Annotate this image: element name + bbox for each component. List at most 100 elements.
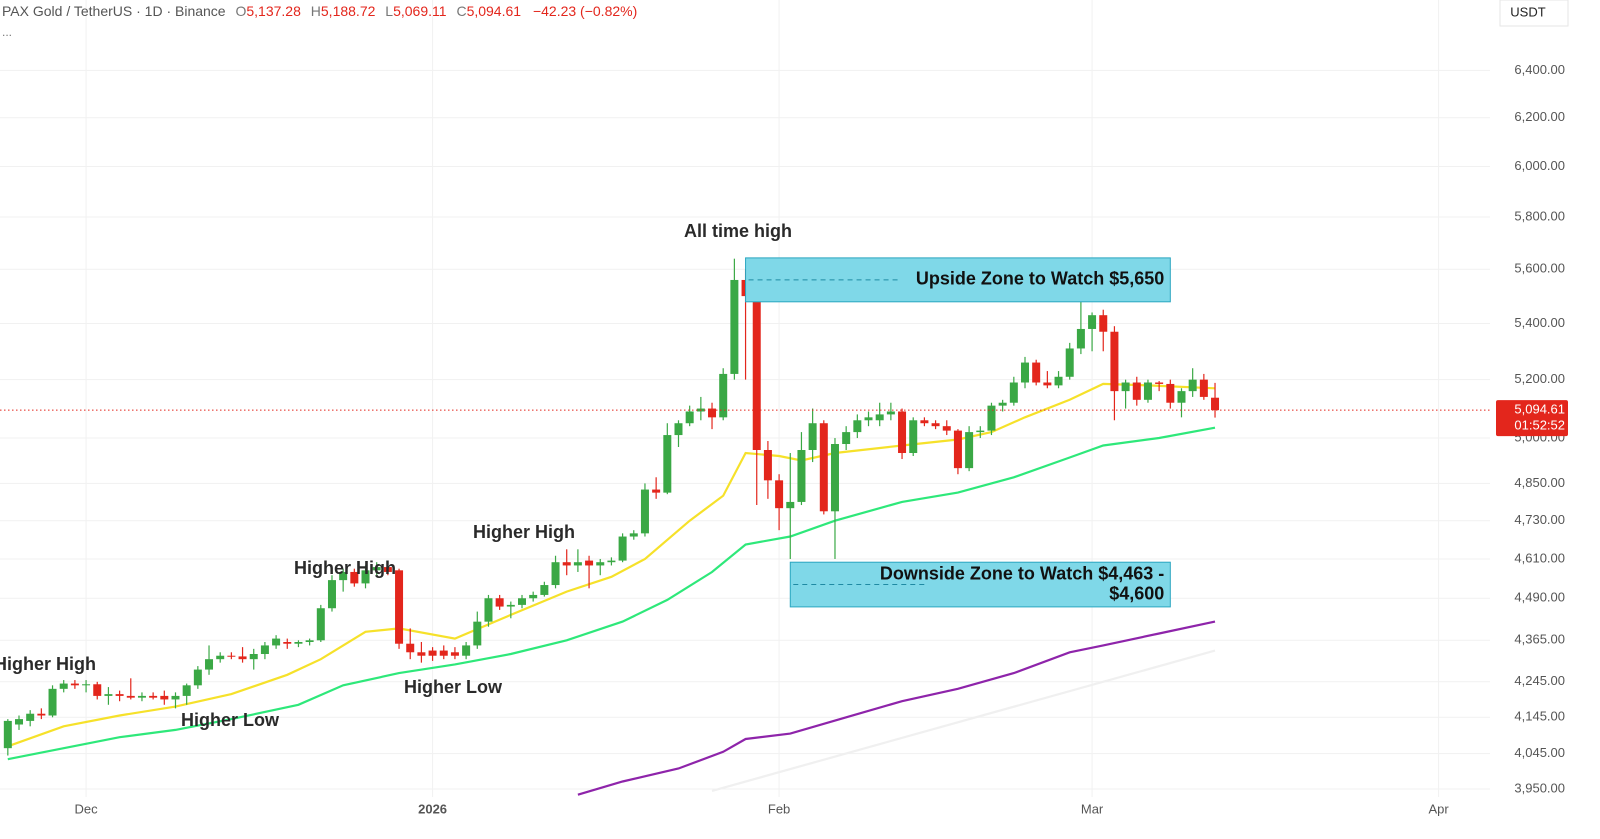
candle-body: [976, 430, 985, 433]
candle-body: [3, 720, 12, 749]
candle-body: [551, 562, 560, 586]
candle-body: [327, 580, 336, 609]
candle-body: [59, 683, 68, 689]
candle-body: [618, 536, 627, 561]
candle-body: [898, 411, 907, 454]
candle-body: [1076, 328, 1085, 349]
candle-body: [585, 560, 594, 566]
currency-box[interactable]: [1499, 0, 1569, 27]
candle-body: [629, 533, 638, 537]
candle-body: [495, 598, 504, 607]
candle-body: [797, 450, 806, 502]
candle-body: [238, 656, 247, 660]
candle-body: [1155, 382, 1164, 384]
candle-body: [104, 694, 113, 696]
candle-body: [663, 435, 672, 493]
candle-body: [931, 423, 940, 427]
candle-body: [126, 695, 135, 698]
y-tick-label: 5,600.00: [1514, 261, 1565, 276]
candle-body: [1132, 382, 1141, 400]
candle-body: [562, 562, 571, 566]
candle-body: [886, 411, 895, 415]
candle-body: [428, 650, 437, 656]
candle-body: [1121, 382, 1130, 392]
candle-body: [875, 414, 884, 421]
y-tick-label: 4,850.00: [1514, 475, 1565, 490]
x-tick-label: Feb: [768, 801, 790, 816]
candle-body: [819, 423, 828, 512]
zone-label: Upside Zone to Watch $5,650: [916, 269, 1164, 289]
candle-body: [272, 638, 281, 646]
candle-body: [640, 489, 649, 534]
more[interactable]: ...: [2, 25, 12, 39]
y-tick-label: 5,400.00: [1514, 315, 1565, 330]
candle-body: [48, 688, 57, 716]
field-value: 5,094.61: [467, 3, 522, 19]
annotation: Higher High: [294, 558, 396, 578]
header: PAX Gold / TetherUS · 1D · Binance O5,13…: [2, 3, 637, 19]
zone: [789, 561, 1171, 608]
candle-body: [383, 567, 392, 572]
zone-label: $4,600: [1109, 583, 1164, 603]
candle-body: [506, 604, 515, 607]
candle-body: [1099, 315, 1108, 332]
candle-body: [406, 643, 415, 653]
candle-body: [596, 562, 605, 566]
candle-body: [1088, 315, 1097, 329]
x-tick-label: 2026: [418, 801, 447, 816]
candle-body: [149, 695, 158, 698]
candle-body: [1199, 379, 1208, 397]
candle-body: [339, 571, 348, 581]
y-tick-label: 4,490.00: [1514, 590, 1565, 605]
candle-body: [987, 405, 996, 431]
candle-body: [518, 598, 527, 605]
y-tick-label: 4,610.00: [1514, 550, 1565, 565]
candle-body: [1166, 383, 1175, 403]
y-tick-label: 4,145.00: [1514, 709, 1565, 724]
candle-body: [305, 640, 314, 643]
candle-body: [115, 694, 124, 696]
candle-body: [171, 695, 180, 700]
symbol: PAX Gold / TetherUS · 1D · Binance: [2, 3, 226, 19]
x-tick-label: Dec: [75, 801, 99, 816]
candle-body: [998, 402, 1007, 406]
candle-body: [573, 562, 582, 566]
candle-body: [529, 594, 538, 599]
candle-body: [708, 408, 717, 418]
moving-average: [7, 426, 1216, 761]
change: −42.23 (−0.82%): [533, 3, 637, 19]
candle-body: [350, 571, 359, 584]
countdown: 01:52:52: [1514, 418, 1565, 433]
annotation: All time high: [684, 221, 792, 241]
zone-label: Downside Zone to Watch $4,463 -: [880, 563, 1164, 583]
candle-body: [1009, 382, 1018, 403]
candle-body: [942, 426, 951, 431]
y-tick-label: 6,400.00: [1514, 62, 1565, 77]
candle-body: [752, 296, 761, 451]
moving-average: [711, 649, 1216, 792]
field-value: 5,137.28: [246, 3, 301, 19]
field-key: C: [456, 3, 466, 19]
candle-body: [70, 683, 79, 686]
candle-body: [26, 713, 35, 721]
candle-body: [395, 570, 404, 644]
candle-body: [953, 430, 962, 469]
candle-body: [730, 279, 739, 374]
field-key: O: [235, 3, 246, 19]
y-tick-label: 4,045.00: [1514, 745, 1565, 760]
y-tick-label: 5,800.00: [1514, 208, 1565, 223]
candle-body: [37, 713, 46, 716]
candle-body: [137, 695, 146, 698]
candle-body: [909, 420, 918, 454]
currency[interactable]: USDT: [1510, 4, 1545, 19]
y-tick-label: 4,245.00: [1514, 673, 1565, 688]
candle-body: [830, 444, 839, 512]
candle-body: [864, 417, 873, 421]
candle-body: [1177, 391, 1186, 403]
field-key: H: [311, 3, 321, 19]
candle-body: [1021, 362, 1030, 383]
candle-body: [1211, 397, 1220, 411]
candle-body: [685, 411, 694, 424]
candle-body: [540, 585, 549, 595]
candle-body: [182, 685, 191, 696]
